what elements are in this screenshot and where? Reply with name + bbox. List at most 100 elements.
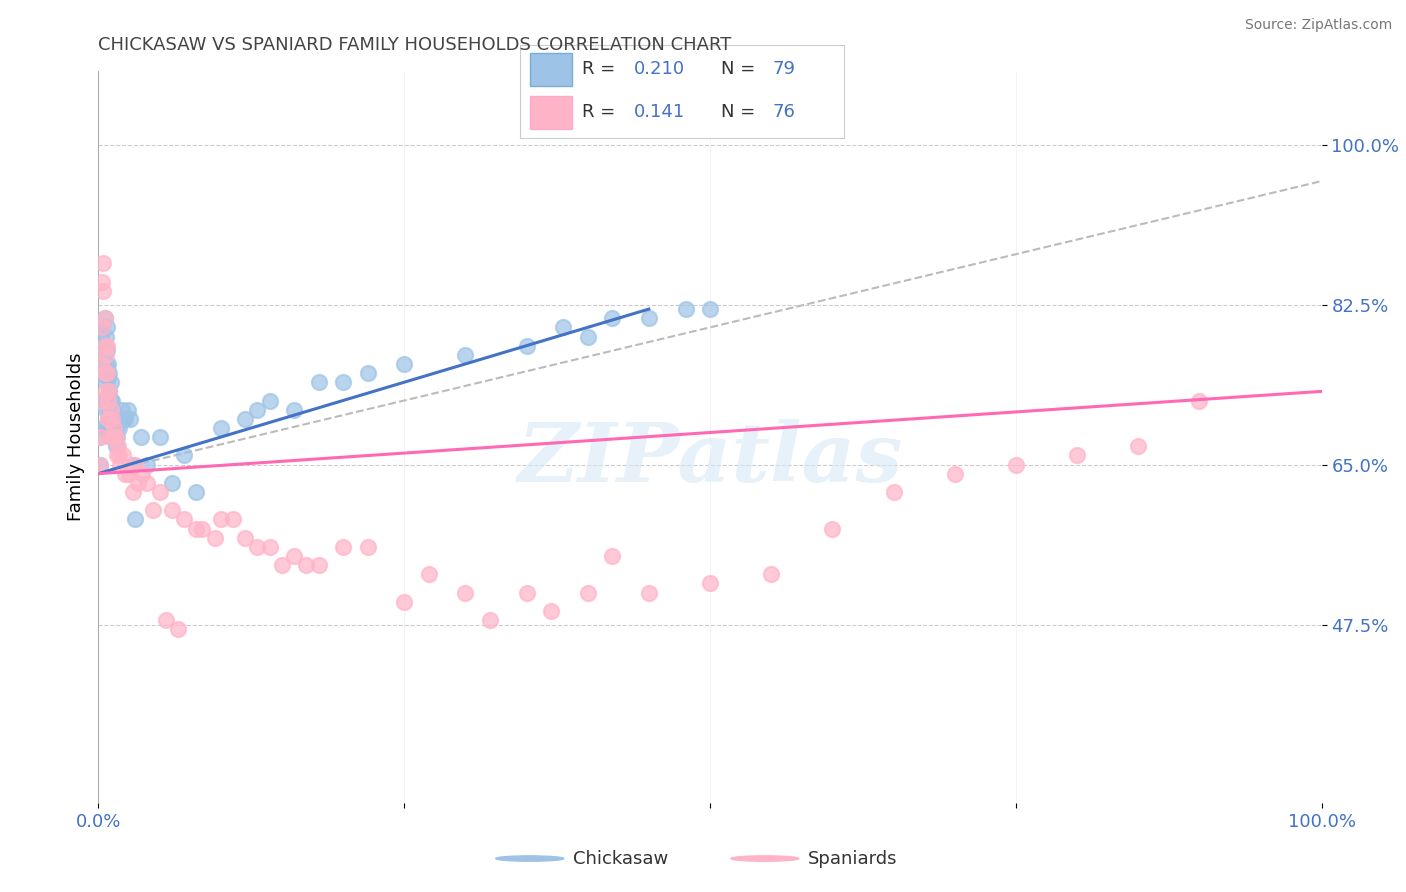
- Point: [98, 402, 121, 417]
- Point: [204, 531, 226, 545]
- Point: [114, 467, 136, 481]
- Point: [108, 449, 131, 463]
- Point: [91, 320, 114, 334]
- Point: [90, 329, 112, 343]
- Point: [94, 402, 117, 417]
- Point: [93, 311, 115, 326]
- Point: [173, 449, 195, 463]
- Point: [101, 412, 124, 426]
- Point: [101, 430, 124, 444]
- Point: [149, 485, 172, 500]
- Point: [89, 458, 111, 472]
- Point: [97, 412, 120, 426]
- Point: [233, 412, 256, 426]
- Point: [91, 320, 114, 334]
- Point: [124, 458, 146, 472]
- Point: [91, 339, 114, 353]
- Point: [675, 302, 697, 317]
- Point: [233, 531, 256, 545]
- Point: [118, 467, 141, 481]
- Point: [93, 311, 115, 326]
- Point: [283, 402, 305, 417]
- Point: [100, 393, 122, 408]
- Point: [392, 595, 416, 609]
- Point: [1004, 458, 1026, 472]
- Text: Spaniards: Spaniards: [808, 849, 897, 868]
- Point: [89, 458, 111, 472]
- Text: 0.210: 0.210: [633, 60, 685, 78]
- Point: [332, 540, 354, 554]
- Point: [356, 366, 378, 380]
- Point: [94, 348, 117, 362]
- Point: [111, 449, 134, 463]
- Point: [576, 329, 599, 343]
- Point: [96, 343, 118, 358]
- Point: [155, 613, 177, 627]
- Point: [699, 302, 721, 317]
- Point: [149, 430, 172, 444]
- Point: [93, 366, 115, 380]
- Point: [100, 430, 122, 444]
- Text: R =: R =: [582, 60, 620, 78]
- Point: [160, 475, 183, 490]
- Text: 0.141: 0.141: [633, 103, 685, 121]
- Point: [124, 512, 146, 526]
- Point: [98, 421, 121, 435]
- Point: [93, 339, 115, 353]
- Point: [96, 339, 118, 353]
- Point: [246, 540, 269, 554]
- Point: [186, 521, 208, 535]
- Circle shape: [731, 855, 799, 862]
- Point: [418, 567, 440, 582]
- Point: [100, 412, 122, 426]
- Point: [104, 430, 127, 444]
- Point: [94, 384, 117, 399]
- Point: [89, 430, 111, 444]
- Point: [101, 393, 124, 408]
- Point: [121, 458, 143, 472]
- Point: [97, 412, 120, 426]
- Point: [96, 393, 118, 408]
- Point: [103, 430, 125, 444]
- Point: [117, 402, 139, 417]
- Text: 79: 79: [772, 60, 796, 78]
- Point: [553, 320, 575, 334]
- Point: [883, 485, 905, 500]
- Point: [356, 540, 378, 554]
- Point: [98, 412, 121, 426]
- Point: [101, 412, 124, 426]
- Point: [97, 393, 120, 408]
- Point: [308, 376, 330, 390]
- Point: [98, 384, 121, 399]
- Point: [515, 339, 537, 353]
- Point: [93, 339, 115, 353]
- Point: [97, 357, 120, 371]
- Point: [104, 421, 127, 435]
- Point: [90, 357, 112, 371]
- Point: [96, 421, 118, 435]
- Text: 76: 76: [772, 103, 796, 121]
- Point: [295, 558, 318, 573]
- Point: [105, 412, 128, 426]
- Point: [127, 475, 149, 490]
- Point: [91, 275, 114, 289]
- Point: [136, 458, 159, 472]
- Text: N =: N =: [721, 60, 761, 78]
- Point: [89, 430, 111, 444]
- Point: [222, 512, 245, 526]
- Text: CHICKASAW VS SPANIARD FAMILY HOUSEHOLDS CORRELATION CHART: CHICKASAW VS SPANIARD FAMILY HOUSEHOLDS …: [98, 36, 731, 54]
- FancyBboxPatch shape: [530, 96, 572, 129]
- Point: [761, 567, 783, 582]
- Point: [90, 393, 112, 408]
- Point: [97, 393, 120, 408]
- Point: [120, 412, 142, 426]
- Point: [100, 376, 122, 390]
- Point: [107, 412, 129, 426]
- Point: [91, 357, 114, 371]
- Point: [943, 467, 966, 481]
- Point: [94, 376, 117, 390]
- Point: [167, 622, 190, 636]
- Point: [93, 393, 115, 408]
- Point: [392, 357, 416, 371]
- Point: [91, 284, 114, 298]
